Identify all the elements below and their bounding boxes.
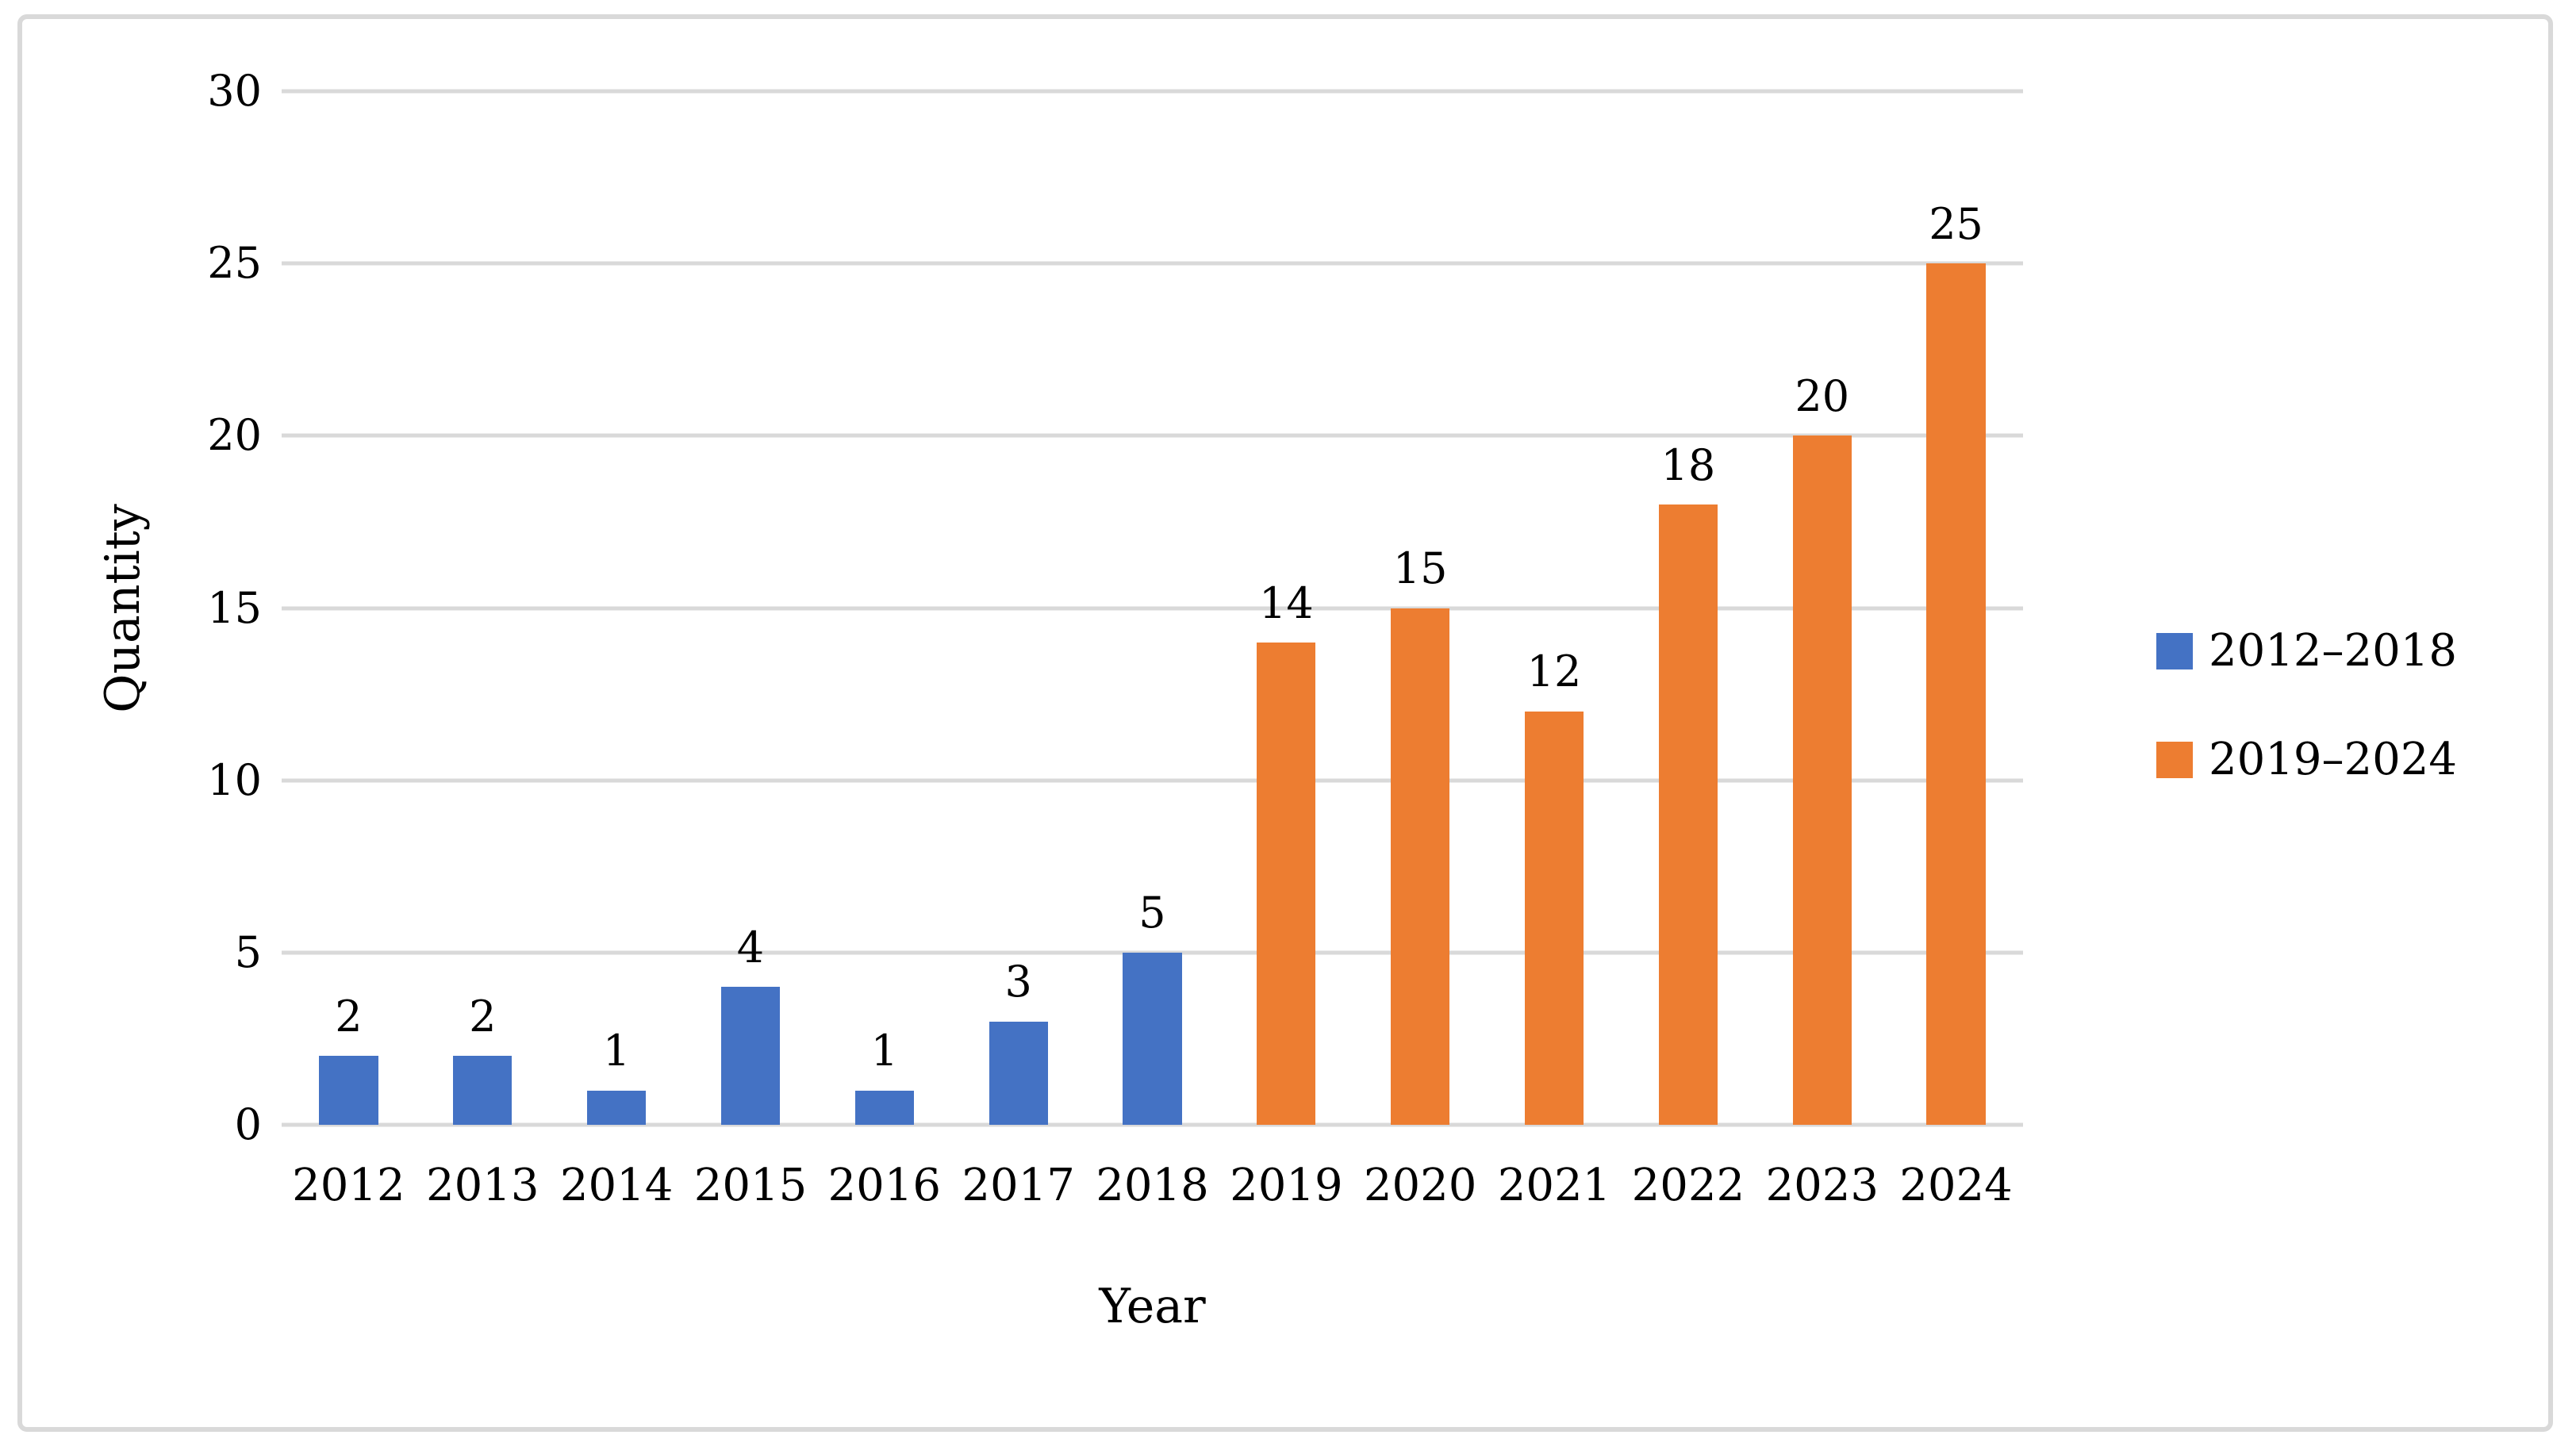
x-tick-label: 2017 (962, 1160, 1075, 1211)
bar (453, 1056, 513, 1125)
gridline (282, 778, 2023, 783)
bar-value-label: 2 (469, 991, 497, 1042)
x-tick-label: 2012 (292, 1160, 405, 1211)
gridline (282, 433, 2023, 438)
bar-value-label: 25 (1929, 198, 1983, 249)
y-tick-label: 25 (207, 238, 262, 289)
bar-column: 15 (1353, 91, 1488, 1125)
legend-color-swatch (2156, 741, 2193, 778)
plot-area: 2 2 1 4 1 3 5 14 15 12 18 20 25 (282, 89, 2023, 1127)
bar (1792, 435, 1852, 1125)
bar (1257, 642, 1316, 1125)
y-tick-label: 30 (207, 66, 262, 116)
x-tick-label: 2024 (1899, 1160, 2013, 1211)
x-tick-label: 2013 (426, 1160, 539, 1211)
bar-value-label: 1 (602, 1026, 631, 1076)
x-tick-label: 2015 (693, 1160, 808, 1211)
bar-value-label: 18 (1660, 439, 1716, 490)
y-tick-label: 5 (234, 926, 262, 977)
bar (854, 1090, 914, 1125)
bar-value-label: 20 (1795, 370, 1850, 421)
bar-column: 25 (1889, 91, 2023, 1125)
bar-value-label: 5 (1138, 888, 1166, 938)
bar-column: 18 (1621, 91, 1755, 1125)
x-tick-label: 2014 (559, 1160, 674, 1211)
legend-item: 2019–2024 (2156, 734, 2457, 785)
bar (720, 987, 781, 1125)
bar (1926, 263, 1986, 1125)
x-tick-label: 2020 (1363, 1160, 1477, 1211)
y-tick-label: 15 (207, 582, 262, 633)
bar-column: 2 (416, 91, 550, 1125)
bar-column: 20 (1755, 91, 1889, 1125)
bar (989, 1021, 1048, 1125)
bar-value-label: 12 (1526, 646, 1582, 697)
x-tick-label: 2019 (1230, 1160, 1343, 1211)
bar-column: 1 (550, 91, 684, 1125)
gridline (282, 606, 2023, 610)
x-tick-label: 2023 (1765, 1160, 1879, 1211)
bar-value-label: 2 (335, 991, 363, 1042)
bar-column: 5 (1085, 91, 1219, 1125)
x-tick-label: 2022 (1631, 1160, 1745, 1211)
bar-column: 14 (1219, 91, 1353, 1125)
bar-value-label: 14 (1258, 577, 1314, 628)
bar (586, 1090, 647, 1125)
x-tick-label: 2016 (827, 1160, 942, 1211)
bar-column: 1 (817, 91, 951, 1125)
bar (1391, 608, 1450, 1125)
bar-column: 2 (282, 91, 416, 1125)
x-tick-label: 2021 (1497, 1160, 1611, 1211)
legend: 2012–2018 2019–2024 (2156, 625, 2457, 785)
bars-container: 2 2 1 4 1 3 5 14 15 12 18 20 25 (282, 91, 2023, 1125)
y-tick-label: 20 (207, 410, 262, 461)
bar-column: 3 (951, 91, 1085, 1125)
gridline (282, 1122, 2023, 1127)
y-tick-label: 0 (234, 1099, 262, 1149)
y-tick-label: 10 (207, 754, 262, 805)
bar (319, 1056, 378, 1125)
bar (1123, 952, 1182, 1125)
legend-label: 2019–2024 (2209, 734, 2458, 785)
bar (1658, 504, 1718, 1125)
y-axis-tick-labels: 0 5 10 15 20 25 30 (0, 70, 262, 1146)
bar-value-label: 3 (1004, 957, 1032, 1007)
gridline (282, 261, 2023, 266)
legend-label: 2012–2018 (2209, 625, 2458, 677)
bar-value-label: 4 (736, 922, 765, 973)
legend-color-swatch (2156, 632, 2193, 669)
x-axis-title: Year (1099, 1279, 1206, 1334)
x-axis-tick-labels: 2012 2013 2014 2015 2016 2017 2018 2019 2020 2021… (282, 1160, 2023, 1211)
bar-column: 12 (1488, 91, 1622, 1125)
legend-item: 2012–2018 (2156, 625, 2457, 677)
bar (1524, 711, 1584, 1125)
bar-value-label: 1 (870, 1026, 898, 1076)
x-tick-label: 2018 (1096, 1160, 1209, 1211)
gridline (282, 89, 2023, 94)
bar-column: 4 (684, 91, 818, 1125)
bar-value-label: 15 (1392, 543, 1448, 594)
